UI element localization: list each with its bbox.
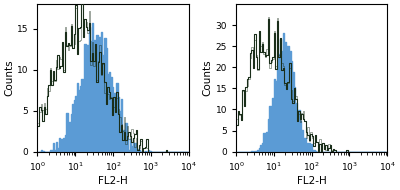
- Y-axis label: Counts: Counts: [203, 60, 213, 96]
- X-axis label: FL2-H: FL2-H: [297, 176, 326, 186]
- X-axis label: FL2-H: FL2-H: [98, 176, 128, 186]
- Y-axis label: Counts: Counts: [4, 60, 14, 96]
